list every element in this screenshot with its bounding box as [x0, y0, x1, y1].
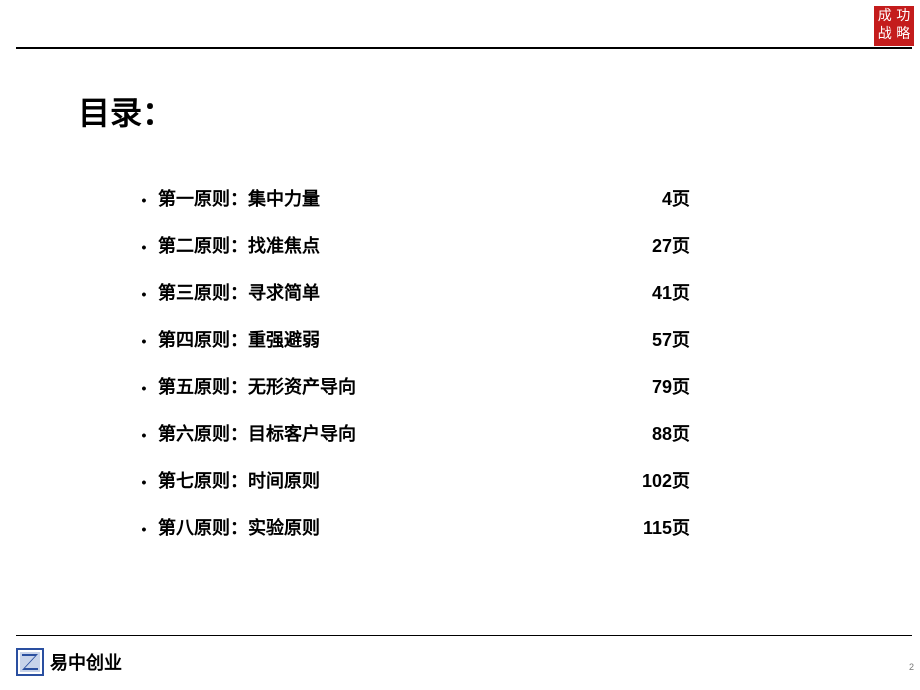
- toc-label: 第六原则：目标客户导向: [158, 420, 652, 446]
- page-number: 2: [909, 662, 914, 672]
- toc-row: • 第六原则：目标客户导向 88页: [130, 420, 690, 446]
- toc-row: • 第三原则：寻求简单 41页: [130, 279, 690, 305]
- toc-label: 第四原则：重强避弱: [158, 326, 652, 352]
- toc-row: • 第五原则：无形资产导向 79页: [130, 373, 690, 399]
- bullet-icon: •: [130, 474, 158, 490]
- toc-row: • 第二原则：找准焦点 27页: [130, 232, 690, 258]
- toc-page: 102页: [642, 467, 690, 493]
- stamp-char: 略: [895, 27, 913, 45]
- bullet-icon: •: [130, 521, 158, 537]
- toc-page: 4页: [662, 185, 690, 211]
- bullet-icon: •: [130, 192, 158, 208]
- stamp-char: 成: [876, 8, 894, 26]
- toc-page: 88页: [652, 420, 690, 446]
- toc-row: • 第四原则：重强避弱 57页: [130, 326, 690, 352]
- company-name: 易中创业: [50, 649, 122, 675]
- bullet-icon: •: [130, 380, 158, 396]
- page-title: 目录：: [78, 88, 174, 134]
- toc-page: 57页: [652, 326, 690, 352]
- toc-label: 第二原则：找准焦点: [158, 232, 652, 258]
- toc-label: 第一原则：集中力量: [158, 185, 662, 211]
- toc-row: • 第一原则：集中力量 4页: [130, 185, 690, 211]
- toc-row: • 第七原则：时间原则 102页: [130, 467, 690, 493]
- toc-label: 第五原则：无形资产导向: [158, 373, 652, 399]
- toc-label: 第三原则：寻求简单: [158, 279, 652, 305]
- toc-label: 第八原则：实验原则: [158, 514, 643, 540]
- table-of-contents: • 第一原则：集中力量 4页 • 第二原则：找准焦点 27页 • 第三原则：寻求…: [130, 185, 690, 561]
- toc-row: • 第八原则：实验原则 115页: [130, 514, 690, 540]
- footer: 易中创业: [16, 648, 122, 676]
- toc-page: 41页: [652, 279, 690, 305]
- stamp-char: 功: [895, 8, 913, 26]
- toc-label: 第七原则：时间原则: [158, 467, 642, 493]
- brand-stamp: 成 功 战 略: [874, 6, 914, 46]
- bullet-icon: •: [130, 333, 158, 349]
- toc-page: 115页: [643, 514, 690, 540]
- toc-page: 79页: [652, 373, 690, 399]
- stamp-char: 战: [876, 27, 894, 45]
- company-logo-icon: [16, 648, 44, 676]
- toc-page: 27页: [652, 232, 690, 258]
- bottom-divider: [16, 635, 912, 637]
- bullet-icon: •: [130, 286, 158, 302]
- top-divider: [16, 47, 912, 49]
- bullet-icon: •: [130, 427, 158, 443]
- bullet-icon: •: [130, 239, 158, 255]
